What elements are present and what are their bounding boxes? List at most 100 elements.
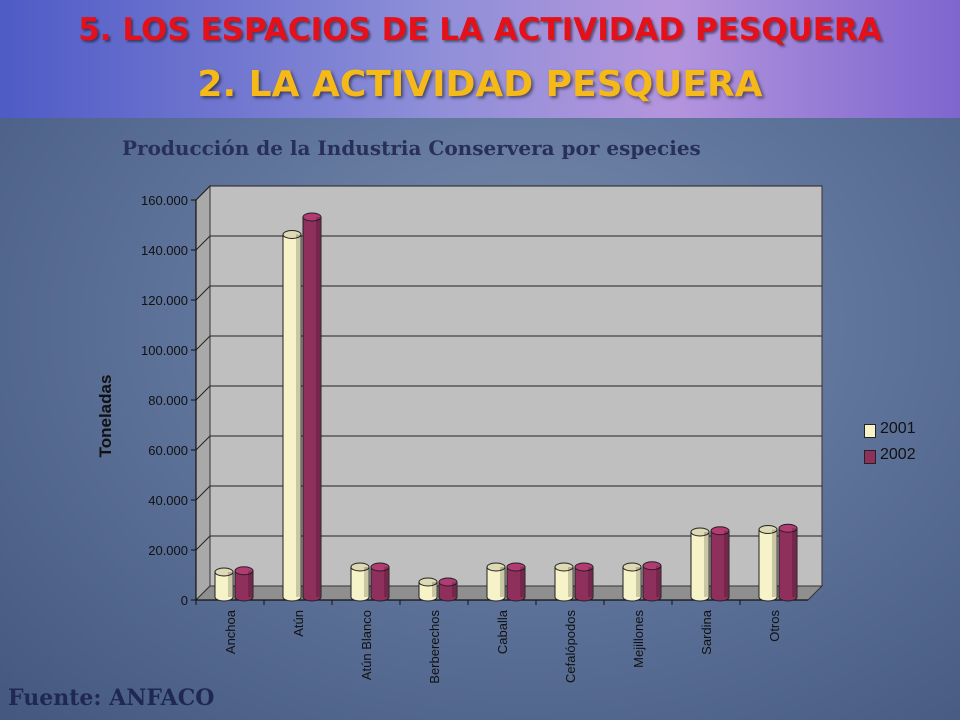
bar	[234, 566, 254, 602]
bar	[418, 577, 438, 602]
bar-shade	[432, 582, 436, 597]
bar-body	[418, 581, 438, 602]
legend-label-2002: 2002	[880, 446, 916, 463]
y-tick-label: 60.000	[148, 443, 188, 458]
bar-cap	[758, 525, 778, 534]
bar	[438, 577, 458, 602]
bar-cap	[438, 577, 458, 587]
bar-body	[622, 566, 642, 602]
bar	[350, 562, 370, 602]
y-tick-label: 80.000	[148, 393, 188, 408]
gridline	[195, 385, 822, 401]
gridline	[195, 335, 822, 351]
bar-cap	[554, 562, 574, 572]
bar-cap	[778, 523, 798, 533]
bar	[302, 212, 322, 602]
bar	[214, 567, 234, 602]
bar-cap	[418, 577, 438, 587]
legend-swatch-2001	[864, 424, 876, 438]
bar-cap	[486, 562, 506, 572]
bar-body	[574, 566, 594, 602]
bar-body	[690, 531, 710, 602]
bar-body	[438, 581, 458, 602]
bar-cap	[574, 562, 594, 572]
bar-body	[282, 234, 302, 602]
gridline	[195, 235, 822, 251]
bar-shade	[364, 567, 368, 597]
y-tick-label: 20.000	[148, 543, 188, 558]
x-axis: Anchoa Atún Atún Blanco Berberechos Caballa C…	[195, 599, 808, 684]
x-tick-label: Atún Blanco	[359, 610, 374, 680]
bar-shade	[296, 234, 300, 597]
bar	[554, 562, 574, 602]
bar-body	[758, 529, 778, 602]
bar-cap	[214, 567, 234, 577]
bar-cap	[506, 562, 526, 572]
bar-shade	[704, 532, 708, 597]
bar	[758, 525, 778, 602]
bar	[370, 562, 390, 602]
gridline	[195, 435, 822, 451]
bar-shade	[656, 565, 660, 597]
x-tick-label: Otros	[767, 610, 782, 642]
chart-title: Producción de la Industria Conservera po…	[122, 136, 701, 160]
legend-swatch-2002	[864, 450, 876, 464]
bar-cap	[234, 566, 254, 576]
y-tick-label: 100.000	[141, 343, 188, 358]
bar-shade	[248, 570, 252, 597]
gridlines	[195, 185, 822, 551]
bar-cap	[370, 562, 390, 572]
bar-body	[506, 566, 526, 602]
x-tick-label: Cefalópodos	[563, 610, 578, 683]
bar	[622, 562, 642, 602]
bar-shade	[500, 567, 504, 597]
bar-shade	[792, 528, 796, 597]
bar	[710, 526, 730, 602]
bar-shade	[520, 567, 524, 597]
bar-body	[214, 571, 234, 602]
x-tick-label: Anchoa	[223, 609, 238, 654]
bar-body	[234, 570, 254, 602]
y-axis-label: Toneladas	[96, 375, 115, 458]
slide-header: 5. LOS ESPACIOS DE LA ACTIVIDAD PESQUERA…	[0, 0, 960, 118]
bar-cap	[282, 230, 302, 239]
bar-cap	[350, 562, 370, 572]
bar-shade	[772, 529, 776, 597]
y-axis: 0 20.000 40.000 60.000 80.000 100.000 120.000 1…	[141, 193, 197, 608]
bar-shade	[588, 567, 592, 597]
slide-title: 5. LOS ESPACIOS DE LA ACTIVIDAD PESQUERA	[78, 12, 882, 48]
bar	[778, 523, 798, 602]
y-tick-label: 140.000	[141, 243, 188, 258]
bar-body	[486, 566, 506, 602]
bar-cap	[302, 212, 322, 222]
y-tick-label: 160.000	[141, 193, 188, 208]
x-tick-label: Mejillones	[631, 610, 646, 668]
bar-cap	[622, 562, 642, 572]
bar	[486, 562, 506, 602]
bar-shade	[316, 217, 320, 597]
gridline	[195, 485, 822, 501]
bar-body	[350, 566, 370, 602]
bar-shade	[384, 567, 388, 597]
bar-body	[710, 530, 730, 602]
bar-shade	[452, 582, 456, 597]
y-tick-label: 120.000	[141, 293, 188, 308]
bar-body	[778, 527, 798, 602]
bar	[690, 527, 710, 602]
bar-cap	[642, 561, 662, 571]
bar	[282, 230, 302, 602]
bar	[642, 561, 662, 602]
bar-cap	[710, 526, 730, 536]
bar-shade	[636, 567, 640, 597]
bar-body	[554, 566, 574, 602]
bar	[574, 562, 594, 602]
gridline	[195, 185, 822, 201]
x-tick-label: Atún	[291, 610, 306, 637]
y-tick-label: 0	[181, 593, 188, 608]
legend-label-2001: 2001	[880, 420, 916, 437]
x-tick-label: Sardina	[699, 609, 714, 655]
y-tick-label: 40.000	[148, 493, 188, 508]
bars	[214, 212, 798, 602]
slide-subtitle: 2. LA ACTIVIDAD PESQUERA	[197, 64, 763, 105]
